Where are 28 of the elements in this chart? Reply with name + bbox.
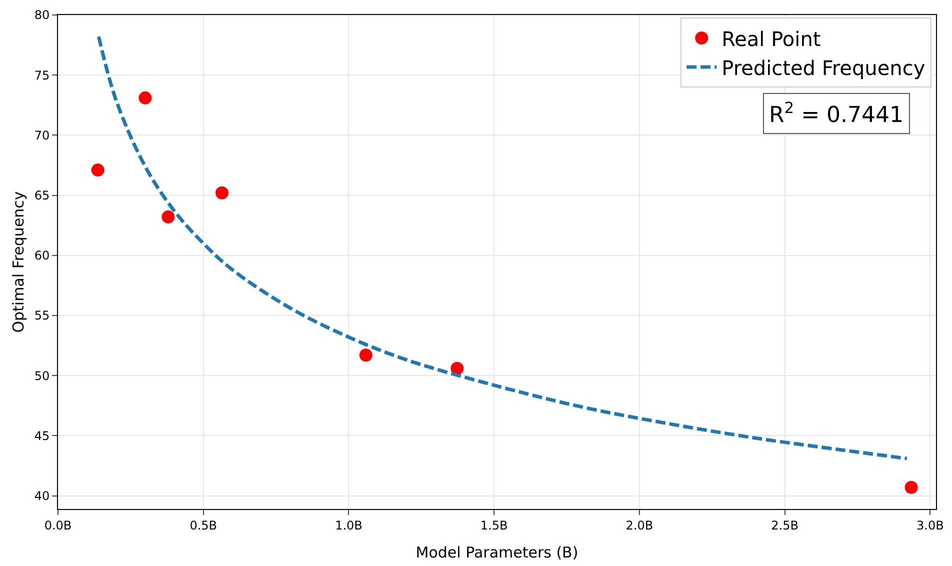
y-tick-label: 40 <box>34 488 50 503</box>
y-tick-label: 65 <box>34 188 50 202</box>
point <box>359 348 372 362</box>
point <box>215 186 228 200</box>
y-tick-label: 60 <box>34 248 50 263</box>
y-tick-label: 55 <box>34 308 50 323</box>
point <box>904 480 918 494</box>
x-tick-label: 1.0B <box>335 518 362 532</box>
x-tick-label: 1.5B <box>480 518 508 532</box>
y-tick-label: 80 <box>34 8 50 22</box>
y-tick-label: 45 <box>34 428 50 443</box>
x-tick-label: 0.0B <box>44 518 72 532</box>
annotation: R$^{2}$ = 0.7441 <box>769 99 904 128</box>
point <box>450 362 464 375</box>
x-tick-label: 2.0B <box>626 518 654 532</box>
point <box>91 164 104 177</box>
x-axis-title: Model Parameters (B) <box>416 543 578 562</box>
x-tick-label: 0.5B <box>190 518 218 532</box>
y-axis-title: Optimal Frequency <box>10 191 28 333</box>
y-tick-label: 75 <box>34 68 50 82</box>
point <box>162 210 175 224</box>
legend-label: Real Point <box>722 26 821 51</box>
y-tick-label: 70 <box>34 128 50 142</box>
legend-label: Predicted Frequency <box>722 56 926 80</box>
point <box>138 91 152 104</box>
x-tick-label: 3.0B <box>916 518 944 532</box>
x-tick-label: 2.5B <box>771 518 798 532</box>
y-tick-label: 50 <box>34 368 50 383</box>
